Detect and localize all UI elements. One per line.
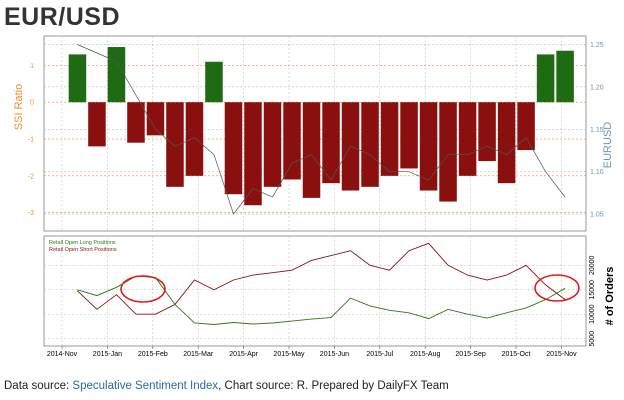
long-positions-line bbox=[77, 275, 566, 325]
orders-tick-labels: 20000 15000 10000 5000 bbox=[589, 255, 596, 346]
ssi-bar-short bbox=[400, 102, 418, 169]
footer-prefix: Data source: bbox=[4, 380, 73, 392]
ssi-bar-short bbox=[458, 102, 477, 176]
ssi-bar-short bbox=[419, 102, 438, 191]
orders-tick-label: 5000 bbox=[589, 331, 596, 347]
short-positions-line bbox=[77, 242, 566, 315]
footer-attribution: Data source: Speculative Sentiment Index… bbox=[4, 380, 449, 392]
ssi-bar-short bbox=[224, 102, 243, 195]
ssi-tick-label: 1 bbox=[30, 63, 34, 70]
ssi-bar-long bbox=[205, 61, 223, 103]
price-tick-label: 1.05 bbox=[590, 212, 604, 219]
ssi-bar-short bbox=[166, 102, 184, 187]
date-tick-label: 2015-Jan bbox=[93, 351, 122, 358]
ssi-bar-short bbox=[322, 102, 340, 184]
price-tick-label: 1.20 bbox=[590, 84, 604, 91]
orders-tick-label: 15000 bbox=[589, 280, 596, 300]
ssi-axis-label: SSI Ratio bbox=[13, 84, 25, 130]
orders-tick-label: 10000 bbox=[589, 304, 596, 324]
ssi-bar-short bbox=[302, 102, 321, 198]
orders-tick-label: 20000 bbox=[589, 255, 596, 275]
ssi-bar-short bbox=[497, 102, 516, 184]
ssi-bar-long bbox=[68, 54, 87, 103]
date-tick-label: 2015-Nov bbox=[546, 351, 577, 358]
highlight-circle-left bbox=[120, 275, 166, 303]
orders-panel: 20000 15000 10000 5000 2014-Nov 2015-Jan 2015… bbox=[43, 235, 616, 358]
date-tick-label: 2015-Apr bbox=[229, 351, 258, 358]
ssi-bar-short bbox=[478, 102, 496, 162]
date-tick-label: 2015-Sep bbox=[455, 351, 485, 358]
ssi-tick-labels: 1 0 -1 -2 -3 1.25 1.20 1.15 1.10 1.05 bbox=[28, 42, 604, 219]
ssi-tick-label: -2 bbox=[28, 173, 34, 180]
ssi-bar-short bbox=[439, 102, 457, 202]
date-tick-label: 2015-Feb bbox=[138, 351, 168, 358]
date-tick-label: 2015-Oct bbox=[502, 351, 531, 358]
highlight-circle-right bbox=[534, 274, 580, 302]
date-tick-label: 2015-Aug bbox=[410, 351, 440, 358]
orders-panel-frame bbox=[43, 235, 587, 347]
date-tick-label: 2015-Jun bbox=[320, 351, 349, 358]
ssi-source-link[interactable]: Speculative Sentiment Index bbox=[72, 380, 219, 392]
date-tick-label: 2015-Mar bbox=[183, 351, 214, 358]
legend-short: Retail Open Short Positions bbox=[49, 247, 117, 253]
ssi-bar-short bbox=[185, 102, 204, 176]
page-title: EUR/USD bbox=[4, 3, 121, 31]
ssi-bar-short bbox=[283, 102, 301, 180]
ssi-bar-short bbox=[517, 102, 535, 151]
ssi-panel-frame bbox=[43, 35, 587, 232]
price-tick-label: 1.10 bbox=[590, 169, 604, 176]
ssi-bar-short bbox=[127, 102, 145, 143]
ssi-bar-long bbox=[107, 47, 126, 103]
orders-axis-label: # of Orders bbox=[604, 267, 616, 326]
ssi-bar-short bbox=[244, 102, 262, 206]
date-tick-label: 2015-May bbox=[273, 351, 305, 358]
date-tick-labels: 2014-Nov 2015-Jan 2015-Feb 2015-Mar 2015-Apr… bbox=[47, 346, 577, 358]
price-tick-label: 1.25 bbox=[590, 42, 604, 49]
legend-long: Retail Open Long Positions bbox=[49, 240, 116, 246]
ssi-tick-label: -3 bbox=[28, 210, 34, 217]
ssi-bars bbox=[68, 47, 574, 206]
footer-suffix: , Chart source: R. Prepared by DailyFX T… bbox=[218, 380, 449, 392]
ssi-bar-short bbox=[88, 102, 106, 147]
ssi-bar-long bbox=[556, 50, 574, 103]
ssi-tick-label: -1 bbox=[28, 137, 34, 144]
eurusd-price-line bbox=[77, 44, 566, 215]
price-tick-label: 1.15 bbox=[590, 127, 604, 134]
ssi-bar-short bbox=[263, 102, 282, 187]
ssi-tick-label: 0 bbox=[30, 100, 34, 107]
ssi-bar-short bbox=[146, 102, 165, 136]
ssi-bar-short bbox=[380, 102, 399, 176]
ssi-panel: 1 0 -1 -2 -3 1.25 1.20 1.15 1.10 1.05 SSI Ratio E… bbox=[13, 35, 614, 232]
date-tick-label: 2014-Nov bbox=[47, 351, 78, 358]
orders-gridlines bbox=[44, 236, 586, 346]
ssi-bar-long bbox=[536, 54, 555, 103]
ssi-bar-short bbox=[361, 102, 379, 187]
date-tick-label: 2015-Jul bbox=[366, 351, 393, 358]
eurusd-axis-label: EURUSD bbox=[602, 122, 614, 169]
